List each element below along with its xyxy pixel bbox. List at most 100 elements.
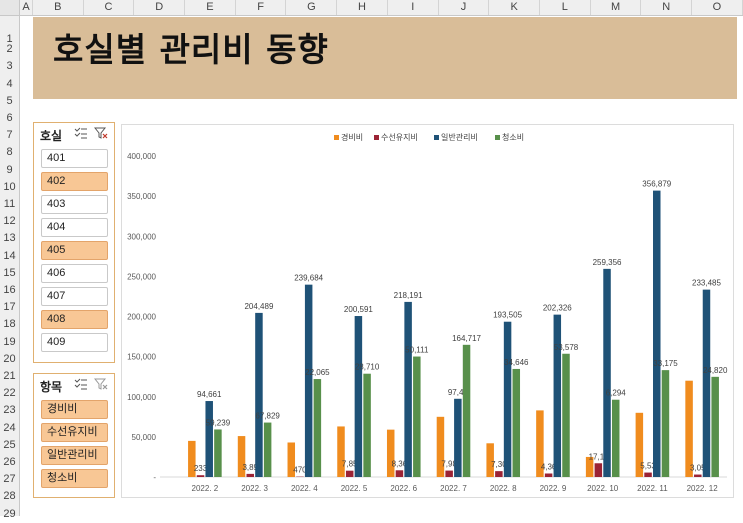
column-header[interactable]: B: [33, 0, 84, 15]
bar[interactable]: [387, 430, 395, 477]
bar[interactable]: [264, 423, 272, 477]
row-header[interactable]: 13: [0, 230, 19, 247]
bar[interactable]: [703, 290, 711, 477]
row-header[interactable]: 8: [0, 144, 19, 161]
bar[interactable]: [404, 302, 412, 477]
select-all-corner[interactable]: [0, 0, 20, 16]
bar[interactable]: [454, 399, 462, 477]
bar[interactable]: [513, 369, 521, 477]
column-header[interactable]: J: [439, 0, 490, 15]
multiselect-icon[interactable]: [74, 378, 88, 390]
room-slicer-item[interactable]: 407: [41, 287, 108, 306]
column-header[interactable]: D: [134, 0, 185, 15]
row-header[interactable]: 5: [0, 93, 19, 110]
row-header[interactable]: 22: [0, 385, 19, 402]
row-header[interactable]: 21: [0, 368, 19, 385]
item-slicer-item[interactable]: 수선유지비: [41, 423, 108, 442]
row-header[interactable]: 16: [0, 282, 19, 299]
row-header[interactable]: 26: [0, 454, 19, 471]
x-tick-label: 2022. 5: [341, 484, 368, 493]
column-header[interactable]: A: [20, 0, 33, 15]
column-header[interactable]: O: [692, 0, 743, 15]
y-tick-label: 350,000: [127, 192, 156, 201]
bar[interactable]: [612, 400, 620, 477]
bar[interactable]: [662, 370, 670, 477]
column-header[interactable]: K: [489, 0, 540, 15]
bar[interactable]: [255, 313, 263, 477]
bar[interactable]: [355, 316, 363, 477]
row-header[interactable]: 24: [0, 420, 19, 437]
column-header[interactable]: C: [84, 0, 135, 15]
row-header[interactable]: 25: [0, 437, 19, 454]
bar[interactable]: [214, 429, 222, 477]
column-header[interactable]: F: [236, 0, 287, 15]
row-header[interactable]: 23: [0, 402, 19, 419]
clear-filter-icon[interactable]: [94, 127, 108, 139]
row-header[interactable]: 28: [0, 488, 19, 505]
row-header[interactable]: 29: [0, 506, 19, 523]
column-header[interactable]: L: [540, 0, 591, 15]
multiselect-icon[interactable]: [74, 127, 88, 139]
room-slicer-item[interactable]: 403: [41, 195, 108, 214]
row-header[interactable]: 12: [0, 213, 19, 230]
row-header[interactable]: 20: [0, 351, 19, 368]
room-slicer-item[interactable]: 408: [41, 310, 108, 329]
row-header[interactable]: 17: [0, 299, 19, 316]
bar[interactable]: [644, 473, 652, 477]
bar[interactable]: [603, 269, 611, 477]
row-header[interactable]: 15: [0, 265, 19, 282]
bar[interactable]: [653, 191, 661, 477]
bar[interactable]: [504, 322, 512, 477]
row-header[interactable]: 6: [0, 110, 19, 127]
bar[interactable]: [413, 357, 421, 477]
data-label: 202,326: [543, 304, 572, 313]
bar[interactable]: [363, 374, 371, 477]
row-header[interactable]: 9: [0, 162, 19, 179]
bar[interactable]: [314, 379, 322, 477]
row-header[interactable]: 4: [0, 76, 19, 93]
bar[interactable]: [463, 345, 471, 477]
bar[interactable]: [205, 401, 213, 477]
column-header[interactable]: N: [641, 0, 692, 15]
item-slicer-item[interactable]: 청소비: [41, 469, 108, 488]
bar[interactable]: [562, 354, 570, 477]
bar[interactable]: [554, 315, 562, 477]
row-header[interactable]: 7: [0, 127, 19, 144]
row-header[interactable]: 14: [0, 248, 19, 265]
bar[interactable]: [337, 426, 345, 477]
item-slicer-item[interactable]: 일반관리비: [41, 446, 108, 465]
bar[interactable]: [495, 471, 503, 477]
bar[interactable]: [197, 475, 205, 477]
column-header[interactable]: E: [185, 0, 236, 15]
column-header[interactable]: G: [287, 0, 338, 15]
bar[interactable]: [445, 471, 453, 477]
row-header[interactable]: 27: [0, 471, 19, 488]
bar[interactable]: [694, 475, 702, 477]
row-header[interactable]: 11: [0, 196, 19, 213]
bar[interactable]: [346, 471, 354, 477]
bar[interactable]: [545, 473, 553, 477]
item-slicer-item[interactable]: 경비비: [41, 400, 108, 419]
row-header[interactable]: 2: [0, 41, 19, 58]
clear-filter-icon[interactable]: [94, 378, 108, 390]
room-slicer-item[interactable]: 406: [41, 264, 108, 283]
row-header[interactable]: 10: [0, 179, 19, 196]
bar[interactable]: [396, 470, 404, 477]
bar[interactable]: [246, 474, 254, 477]
row-header[interactable]: 19: [0, 334, 19, 351]
bar[interactable]: [305, 285, 313, 477]
room-slicer-item[interactable]: 401: [41, 149, 108, 168]
row-header[interactable]: 3: [0, 58, 19, 75]
bar[interactable]: [595, 463, 603, 477]
column-header[interactable]: I: [388, 0, 439, 15]
column-header[interactable]: H: [337, 0, 388, 15]
room-slicer-item[interactable]: 404: [41, 218, 108, 237]
column-header[interactable]: M: [591, 0, 642, 15]
room-slicer-item[interactable]: 402: [41, 172, 108, 191]
room-slicer-item[interactable]: 405: [41, 241, 108, 260]
bar[interactable]: [711, 377, 719, 477]
row-header[interactable]: 18: [0, 316, 19, 333]
room-slicer-item[interactable]: 409: [41, 333, 108, 352]
